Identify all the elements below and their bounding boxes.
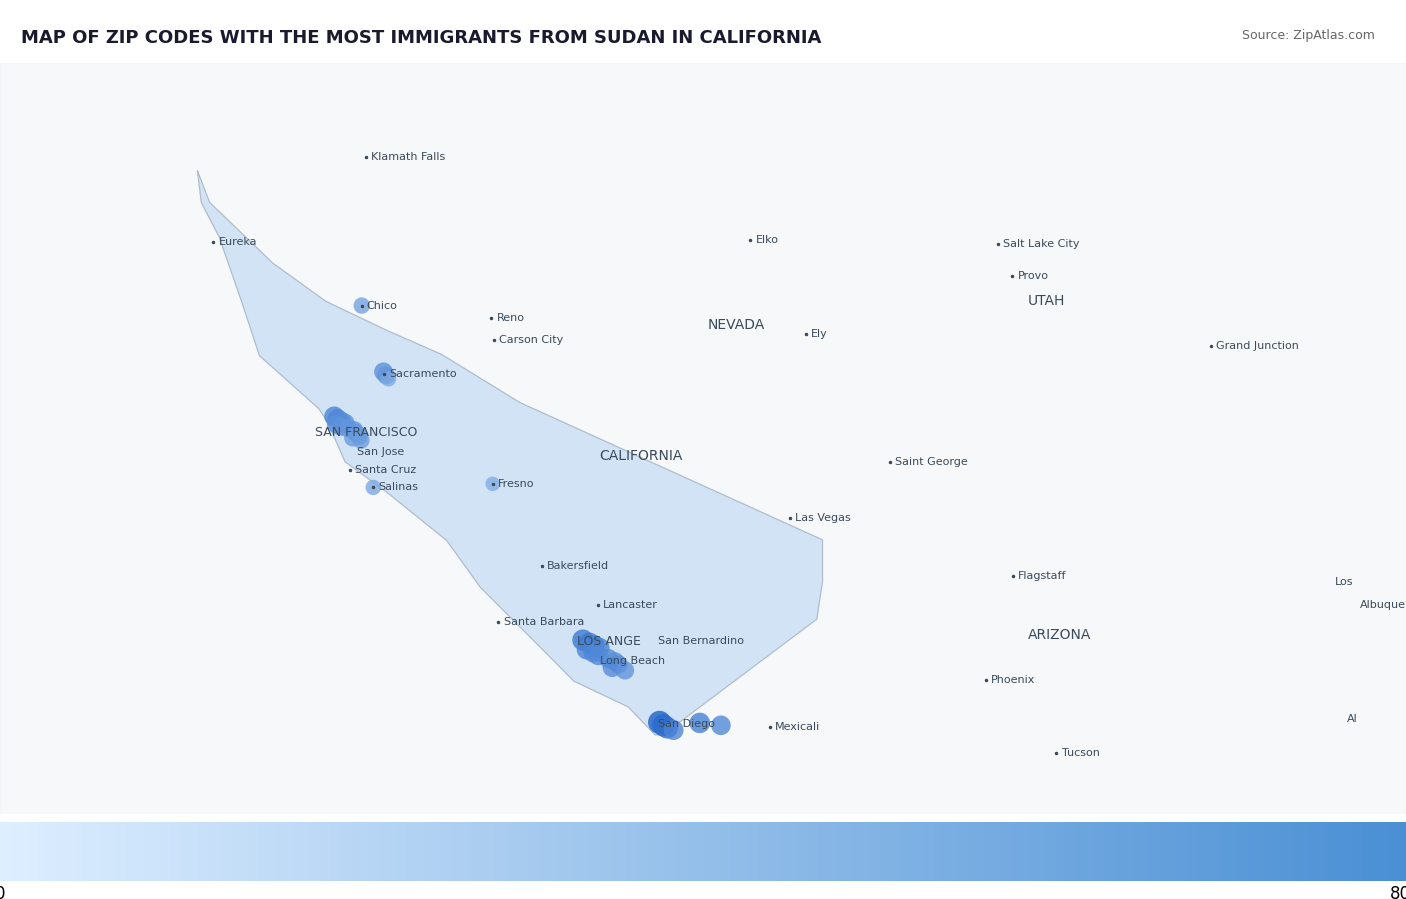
Text: Bakersfield: Bakersfield [547, 560, 609, 571]
Text: Chico: Chico [367, 300, 398, 310]
Point [607, 657, 630, 672]
Point [344, 426, 367, 441]
Point [662, 723, 685, 737]
Text: San Diego: San Diego [658, 718, 716, 728]
Text: Source: ZipAtlas.com: Source: ZipAtlas.com [1241, 29, 1375, 41]
Point [336, 422, 359, 436]
Text: Eureka: Eureka [218, 236, 257, 247]
Text: SAN FRANCISCO: SAN FRANCISCO [315, 426, 418, 439]
Text: Salinas: Salinas [378, 483, 419, 493]
Text: Santa Barbara: Santa Barbara [503, 617, 583, 628]
Point [600, 660, 623, 674]
Point [377, 371, 399, 386]
Text: Mexicali: Mexicali [775, 722, 821, 732]
Text: Provo: Provo [1018, 271, 1049, 280]
Text: LOS ANGE: LOS ANGE [576, 635, 641, 648]
Text: Ely: Ely [811, 329, 828, 339]
Text: Sacramento: Sacramento [389, 369, 457, 379]
Point [481, 476, 503, 491]
Text: Phoenix: Phoenix [991, 675, 1036, 685]
Point [347, 429, 370, 443]
Point [361, 480, 384, 494]
Text: Long Beach: Long Beach [600, 656, 665, 666]
Point [333, 416, 356, 431]
Text: Tucson: Tucson [1062, 748, 1099, 759]
Point [575, 643, 598, 657]
Text: Salt Lake City: Salt Lake City [1002, 239, 1080, 249]
Text: Las Vegas: Las Vegas [794, 512, 851, 523]
Point [572, 633, 595, 647]
Point [325, 417, 347, 432]
Point [652, 718, 675, 733]
Point [614, 663, 637, 678]
Text: Santa Cruz: Santa Cruz [354, 465, 416, 476]
Text: Fresno: Fresno [498, 479, 534, 489]
Text: Elko: Elko [755, 235, 779, 245]
Text: Flagstaff: Flagstaff [1018, 571, 1067, 581]
Point [710, 718, 733, 733]
Point [343, 423, 366, 438]
Point [323, 409, 346, 423]
Point [598, 652, 620, 666]
Point [689, 716, 711, 730]
Text: Klamath Falls: Klamath Falls [371, 152, 444, 162]
Point [330, 414, 353, 429]
Point [583, 638, 606, 653]
Text: Saint George: Saint George [894, 458, 967, 467]
Point [350, 433, 373, 448]
Text: CALIFORNIA: CALIFORNIA [599, 450, 683, 463]
Point [657, 720, 679, 734]
Text: Lancaster: Lancaster [603, 601, 658, 610]
Point [375, 369, 398, 383]
Text: Reno: Reno [496, 313, 524, 323]
Point [582, 645, 605, 660]
Point [648, 715, 671, 729]
Text: Los: Los [1334, 576, 1353, 587]
Point [350, 298, 373, 313]
Text: Grand Junction: Grand Junction [1216, 341, 1299, 351]
Text: San Jose: San Jose [357, 447, 404, 457]
Text: San Bernardino: San Bernardino [658, 636, 744, 645]
Point [603, 654, 626, 669]
Polygon shape [197, 171, 823, 734]
Text: NEVADA: NEVADA [709, 318, 765, 333]
Point [586, 648, 609, 663]
Point [326, 412, 349, 426]
Point [588, 641, 610, 655]
Text: Al: Al [1347, 714, 1358, 724]
Text: Carson City: Carson City [499, 334, 564, 344]
Point [329, 420, 352, 434]
Text: ARIZONA: ARIZONA [1028, 628, 1091, 642]
Point [342, 431, 364, 445]
Text: Albuque: Albuque [1360, 601, 1406, 610]
Point [373, 365, 395, 379]
Text: UTAH: UTAH [1028, 294, 1064, 308]
Text: MAP OF ZIP CODES WITH THE MOST IMMIGRANTS FROM SUDAN IN CALIFORNIA: MAP OF ZIP CODES WITH THE MOST IMMIGRANT… [21, 29, 821, 47]
Polygon shape [0, 63, 1406, 814]
Point [578, 636, 600, 650]
